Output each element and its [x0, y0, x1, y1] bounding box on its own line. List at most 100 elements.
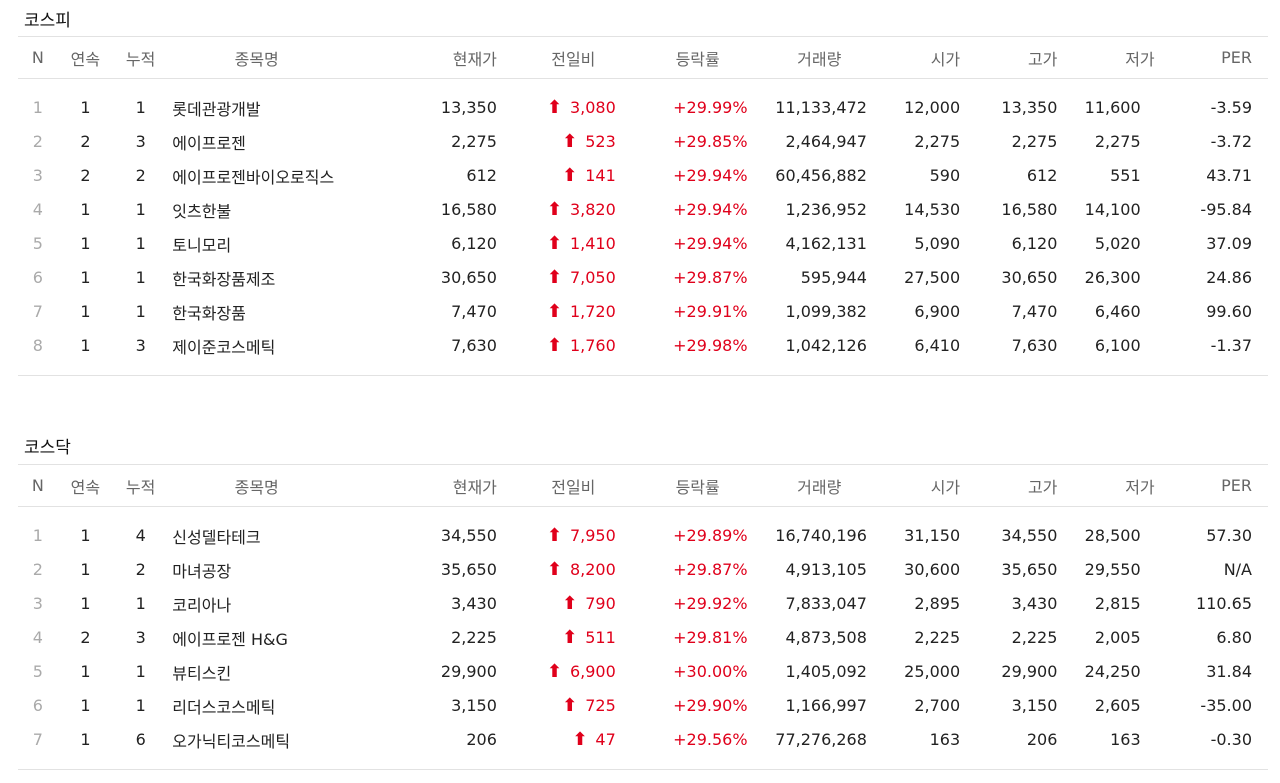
change-amount: 6,900	[569, 662, 616, 681]
row-number: 5	[32, 234, 43, 253]
change-rate: +29.92%	[673, 594, 748, 613]
change-rate: +29.90%	[673, 696, 748, 715]
consecutive-count: 1	[80, 594, 91, 613]
change-cell: ⬆ 7,050	[511, 261, 636, 295]
per-value: 43.71	[1206, 166, 1252, 185]
change-rate: +29.89%	[673, 526, 748, 545]
stock-name-link[interactable]: 코리아나	[172, 595, 232, 615]
open-price: 163	[929, 730, 961, 749]
column-header-stock-name-link: 종목명	[234, 49, 279, 69]
low-price: 2,005	[1094, 628, 1141, 647]
change-cell: ⬆ 1,410	[511, 227, 636, 261]
open-price: 31,150	[904, 526, 961, 545]
row-number: 7	[32, 302, 43, 321]
kospi-table: N 연속 누적 종목명 현재가 전일비 등락률 거래량 시가 고가 저가 PER 1 1 1 롯데관광개발 13…	[18, 36, 1268, 376]
table-row: 5 1 1 토니모리 6,120 ⬆ 1,410 +29.94% 4,162,131 5,090 6…	[18, 227, 1268, 261]
stock-name-link[interactable]: 한국화장품제조	[172, 269, 276, 289]
current-price: 2,275	[451, 132, 497, 151]
current-price: 7,630	[451, 336, 497, 355]
volume: 1,099,382	[785, 302, 867, 321]
stock-name-link[interactable]: 토니모리	[172, 235, 232, 255]
high-price: 30,650	[1001, 268, 1058, 287]
cumulative-count: 2	[135, 166, 146, 185]
stock-name-link[interactable]: 에이프로젠 H&G	[172, 629, 288, 649]
low-price: 24,250	[1084, 662, 1141, 681]
open-price: 590	[929, 166, 961, 185]
current-price: 612	[466, 166, 497, 185]
per-value: -3.59	[1210, 98, 1252, 117]
change-amount: 790	[585, 594, 616, 613]
column-header-per-value: PER	[1221, 476, 1252, 495]
per-value: -1.37	[1210, 336, 1252, 355]
low-price: 163	[1110, 730, 1141, 749]
up-arrow-icon: ⬆	[546, 335, 562, 356]
open-price: 6,410	[914, 336, 961, 355]
current-price: 30,650	[440, 268, 497, 287]
cumulative-count: 3	[135, 132, 146, 151]
change-cell: ⬆ 1,720	[511, 295, 636, 329]
stock-name-link[interactable]: 리더스코스메틱	[172, 697, 276, 717]
stock-name-link[interactable]: 제이준코스메틱	[172, 337, 276, 357]
table-row: 1 1 4 신성델타테크 34,550 ⬆ 7,950 +29.89% 16,740,196 31…	[18, 519, 1268, 553]
open-price: 12,000	[904, 98, 961, 117]
change-amount: 3,080	[569, 98, 616, 117]
consecutive-count: 2	[80, 166, 91, 185]
high-price: 13,350	[1001, 98, 1058, 117]
stock-name-link[interactable]: 마녀공장	[172, 561, 232, 581]
high-price: 7,470	[1011, 302, 1058, 321]
volume: 77,276,268	[775, 730, 867, 749]
column-header-cumulative-count: 누적	[125, 49, 156, 69]
per-value: 110.65	[1196, 594, 1252, 613]
change-rate: +29.81%	[673, 628, 748, 647]
open-price: 6,900	[914, 302, 961, 321]
volume: 60,456,882	[775, 166, 867, 185]
high-price: 206	[1026, 730, 1058, 749]
table-row: 2 2 3 에이프로젠 2,275 ⬆ 523 +29.85% 2,464,947 2,275 2,…	[18, 125, 1268, 159]
stock-name-link[interactable]: 롯데관광개발	[172, 99, 261, 119]
row-number: 5	[32, 662, 43, 681]
stock-name-link[interactable]: 잇츠한불	[172, 201, 232, 221]
stock-name-link[interactable]: 신성델타테크	[172, 527, 261, 547]
stock-name-link[interactable]: 한국화장품	[172, 303, 246, 323]
up-arrow-icon: ⬆	[546, 525, 562, 546]
cumulative-count: 6	[135, 730, 146, 749]
change-rate: +29.85%	[673, 132, 748, 151]
column-header-open-price: 시가	[930, 477, 961, 497]
stock-name-link[interactable]: 에이프로젠바이오로직스	[172, 167, 335, 187]
cumulative-count: 1	[135, 594, 146, 613]
low-price: 29,550	[1084, 560, 1141, 579]
high-price: 16,580	[1001, 200, 1058, 219]
row-number: 7	[32, 730, 43, 749]
per-value: -35.00	[1200, 696, 1252, 715]
change-amount: 725	[585, 696, 616, 715]
change-cell: ⬆ 523	[511, 125, 636, 159]
low-price: 2,815	[1094, 594, 1141, 613]
change-amount: 7,950	[569, 526, 616, 545]
change-cell: ⬆ 1,760	[511, 329, 636, 363]
volume: 4,913,105	[785, 560, 867, 579]
cumulative-count: 1	[135, 234, 146, 253]
open-price: 2,700	[914, 696, 961, 715]
consecutive-count: 1	[80, 730, 91, 749]
column-header-high-price: 고가	[1027, 49, 1058, 69]
low-price: 28,500	[1084, 526, 1141, 545]
change-amount: 3,820	[569, 200, 616, 219]
column-header-change-amount: 전일비	[551, 477, 596, 497]
change-amount: 1,760	[569, 336, 616, 355]
volume: 1,166,997	[785, 696, 867, 715]
column-header-row-number: N	[31, 476, 44, 495]
column-header-cumulative-count: 누적	[125, 477, 156, 497]
per-value: -0.30	[1210, 730, 1252, 749]
change-rate: +29.99%	[673, 98, 748, 117]
change-amount: 8,200	[569, 560, 616, 579]
up-arrow-icon: ⬆	[562, 165, 578, 186]
stock-name-link[interactable]: 오가닉티코스메틱	[172, 731, 291, 751]
row-number: 6	[32, 696, 43, 715]
high-price: 7,630	[1011, 336, 1058, 355]
column-header-consecutive-count: 연속	[70, 477, 101, 497]
up-arrow-icon: ⬆	[562, 131, 578, 152]
stock-name-link[interactable]: 뷰티스킨	[172, 663, 232, 683]
open-price: 30,600	[904, 560, 961, 579]
stock-name-link[interactable]: 에이프로젠	[172, 133, 246, 153]
change-amount: 141	[585, 166, 616, 185]
